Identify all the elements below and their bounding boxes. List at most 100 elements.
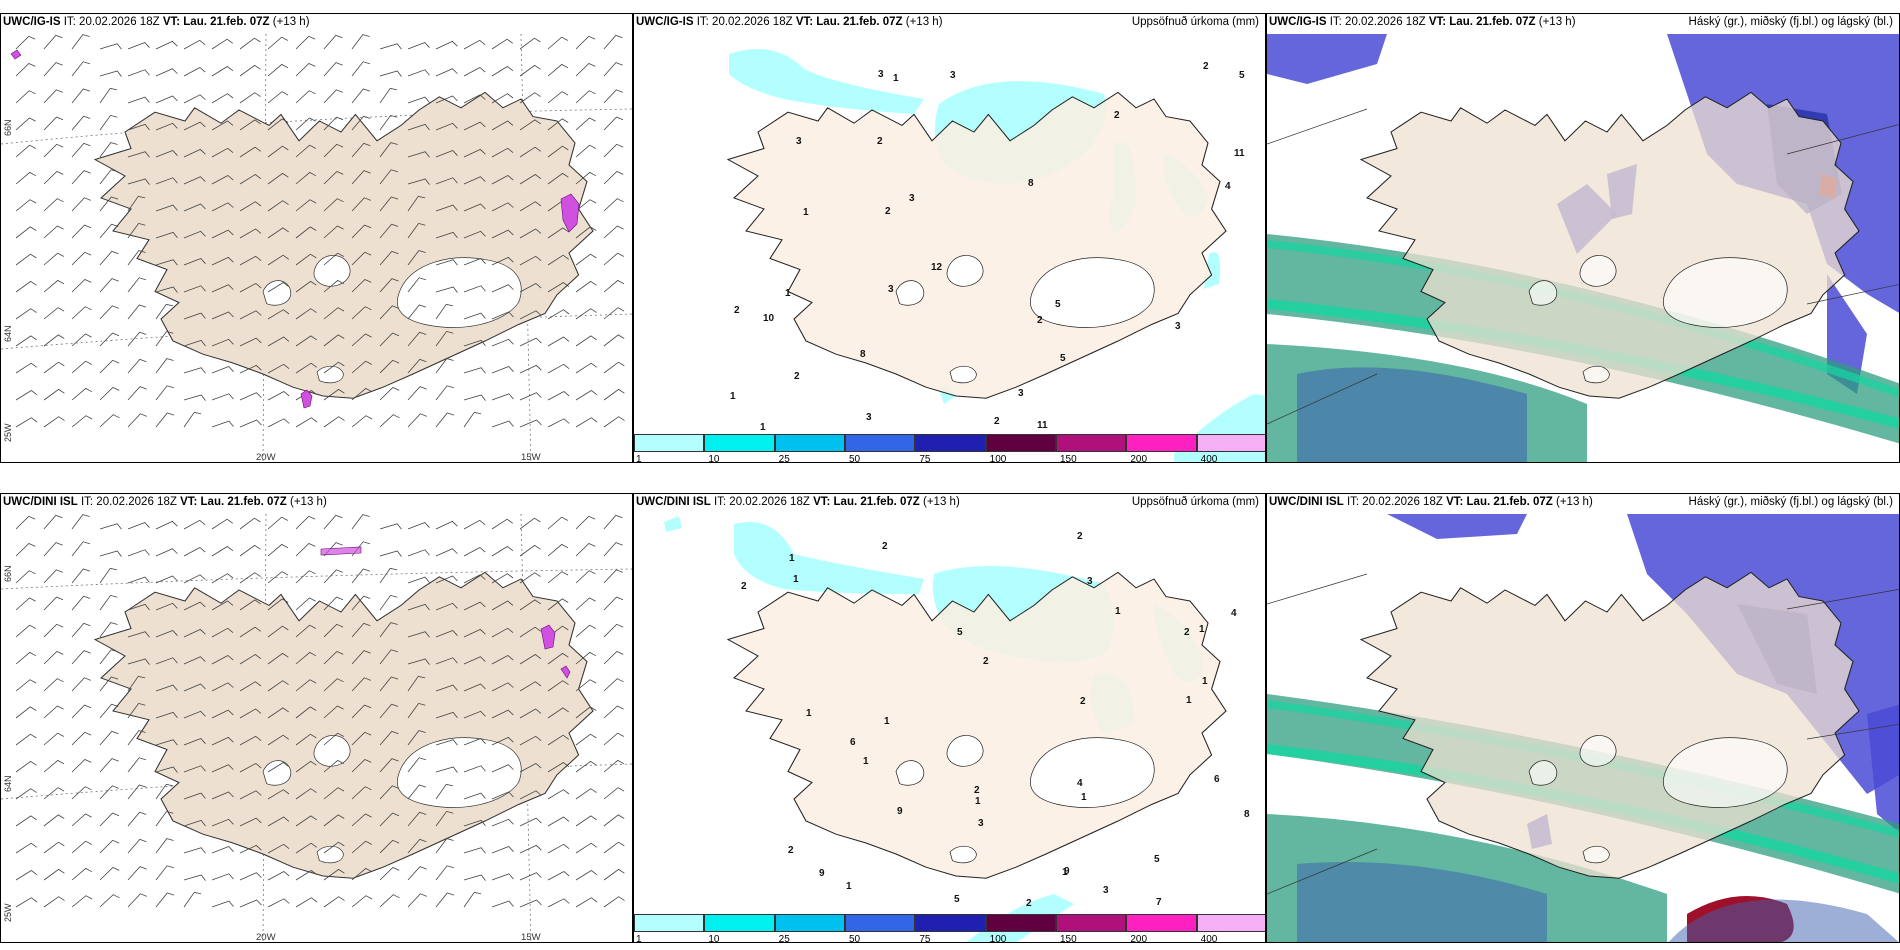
- wind-barb: [239, 763, 262, 773]
- wind-barb: [239, 654, 262, 665]
- wind-barb: [183, 39, 206, 50]
- colorbar-swatch: [915, 434, 986, 452]
- wind-barb: [43, 416, 65, 428]
- lat-label-25w: 25W: [3, 423, 13, 442]
- wind-barb: [435, 684, 458, 692]
- wind-barb: [519, 517, 541, 530]
- wind-barb: [43, 116, 64, 131]
- wind-barb: [183, 792, 206, 800]
- wind-barb: [435, 330, 454, 347]
- wind-barb: [239, 735, 262, 746]
- wind-barb: [211, 846, 234, 854]
- colorbar-tick: 150: [1060, 454, 1077, 463]
- wind-barb: [127, 576, 150, 584]
- colorbar-swatch: [845, 914, 916, 932]
- wind-barb: [267, 680, 289, 692]
- precip-value: 3: [978, 818, 984, 829]
- wind-barb: [351, 677, 371, 692]
- wind-barb: [323, 651, 344, 665]
- wind-barb: [323, 334, 345, 347]
- precip-value: 5: [954, 894, 960, 905]
- wind-barb: [519, 37, 541, 50]
- colorbar-tick: 200: [1130, 454, 1148, 463]
- wind-barb: [99, 785, 119, 800]
- wind-barb: [127, 413, 147, 428]
- wind-barb: [155, 838, 174, 854]
- wind-barb: [351, 813, 372, 827]
- panel-header: UWC/DINI ISL IT: 20.02.2026 18Z VT: Lau.…: [3, 496, 327, 508]
- wind-barb: [463, 601, 486, 611]
- wind-barb: [351, 197, 371, 212]
- precip-value: 4: [1225, 181, 1231, 192]
- wind-barb: [519, 544, 541, 557]
- wind-barb: [491, 338, 514, 347]
- wind-barb: [15, 815, 37, 827]
- wind-barb: [379, 114, 398, 131]
- wind-barb: [295, 543, 316, 557]
- wind-barb: [155, 892, 175, 908]
- wind-barb: [519, 572, 541, 584]
- wind-barb: [323, 732, 344, 746]
- wind-barb: [211, 518, 234, 530]
- wind-barb: [15, 543, 36, 557]
- wind-barb: [295, 335, 317, 347]
- wind-barb: [547, 418, 570, 428]
- wind-barb: [127, 603, 150, 611]
- wind-barb: [379, 305, 399, 320]
- wind-barb: [15, 706, 37, 719]
- wind-barb: [99, 730, 119, 746]
- wind-barb: [407, 893, 427, 908]
- wind-barb: [351, 704, 372, 719]
- wind-barb: [463, 656, 486, 665]
- wind-barb: [155, 122, 178, 131]
- wind-barb: [323, 596, 344, 611]
- cloud-panel-igis: UWC/IG-IS IT: 20.02.2026 18Z VT: Lau. 21…: [1266, 13, 1900, 463]
- wind-barb: [295, 417, 318, 428]
- precip-value: 4: [1077, 778, 1083, 789]
- panel-header: UWC/DINI ISL IT: 20.02.2026 18Z VT: Lau.…: [636, 496, 1259, 508]
- wind-barb: [491, 518, 514, 530]
- wind-barb: [491, 709, 514, 719]
- wind-barb: [435, 95, 458, 104]
- wind-barb: [547, 227, 569, 239]
- precip-value: 1: [806, 708, 812, 719]
- wind-barb: [239, 337, 262, 347]
- precip-value: 8: [860, 349, 866, 360]
- wind-barb: [323, 171, 344, 185]
- wind-barb: [295, 706, 317, 719]
- wind-barb: [603, 171, 624, 185]
- wind-barb: [323, 307, 345, 320]
- wind-barb: [267, 707, 289, 719]
- wind-barb: [155, 865, 174, 881]
- wind-barb: [267, 200, 289, 212]
- wind-barb: [127, 757, 146, 773]
- wind-barb: [267, 625, 289, 638]
- wind-barb: [43, 388, 65, 401]
- wind-barb: [127, 658, 150, 665]
- wind-barb: [603, 896, 625, 908]
- wind-barb: [351, 840, 372, 854]
- wind-barb: [43, 361, 65, 374]
- wind-barb: [519, 844, 542, 854]
- wind-barb: [43, 514, 63, 530]
- wind-barb: [323, 252, 344, 266]
- wind-barb: [351, 622, 371, 638]
- wind-barb: [99, 387, 120, 401]
- wind-barb: [71, 840, 92, 854]
- wind-barb: [43, 252, 64, 266]
- precip-value: 2: [1037, 315, 1043, 326]
- wind-barb: [603, 569, 623, 584]
- wind-barb: [547, 63, 569, 77]
- wind-barb: [15, 171, 37, 185]
- wind-barb: [379, 359, 400, 374]
- wind-barb: [575, 870, 598, 881]
- wind-barb: [99, 332, 120, 347]
- lon-label-20w: 20W: [256, 452, 276, 463]
- wind-barb: [155, 520, 178, 530]
- wind-barb: [491, 175, 514, 185]
- wind-barb: [71, 170, 91, 185]
- wind-barb: [295, 788, 317, 800]
- wind-barb: [463, 847, 486, 854]
- wind-barb: [491, 202, 514, 212]
- wind-barb: [239, 681, 262, 692]
